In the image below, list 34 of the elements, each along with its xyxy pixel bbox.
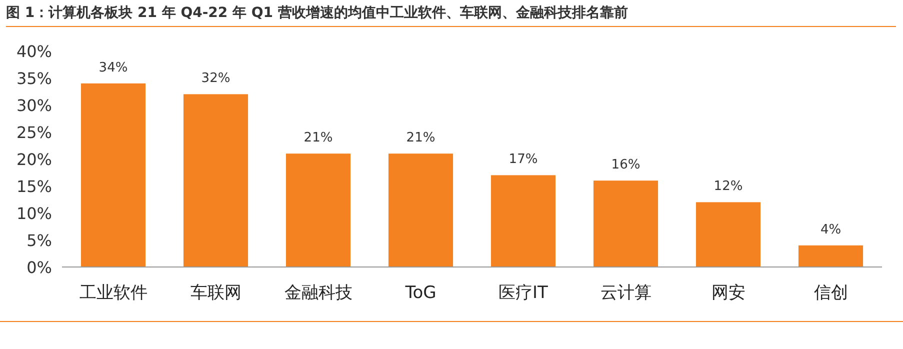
data-label: 21%	[304, 130, 333, 146]
x-tick-label: 云计算	[600, 283, 652, 303]
y-tick-label: 10%	[16, 204, 52, 223]
data-label: 34%	[98, 60, 128, 76]
bar	[798, 245, 864, 267]
bar	[80, 83, 146, 267]
chart-title: 图 1：计算机各板块 21 年 Q4-22 年 Q1 营收增速的均值中工业软件、车联网、金融科技排名靠前	[6, 4, 896, 27]
data-label: 17%	[508, 152, 538, 168]
bar	[593, 180, 658, 267]
bar	[388, 154, 454, 267]
y-tick-label: 40%	[16, 42, 52, 61]
bar	[490, 175, 556, 267]
y-tick-label: 0%	[26, 258, 52, 277]
bar	[183, 94, 248, 267]
y-tick-label: 25%	[16, 123, 52, 142]
bar	[286, 154, 351, 267]
x-tick-label: 车联网	[190, 283, 242, 303]
y-tick-label: 5%	[26, 231, 52, 250]
x-tick-label: 网安	[711, 283, 746, 303]
data-label: 32%	[201, 71, 230, 86]
x-tick-label: 工业软件	[79, 283, 148, 303]
x-tick-label: 信创	[814, 283, 848, 303]
x-tick-label: ToG	[404, 283, 436, 303]
data-label: 12%	[714, 179, 743, 194]
y-tick-label: 20%	[16, 150, 52, 169]
data-label: 16%	[611, 158, 640, 173]
bar	[696, 202, 761, 267]
data-label: 4%	[820, 222, 842, 238]
y-tick-label: 35%	[16, 69, 52, 88]
data-label: 21%	[406, 130, 436, 146]
x-tick-label: 医疗IT	[498, 283, 549, 303]
y-tick-label: 30%	[16, 96, 52, 115]
x-tick-label: 金融科技	[284, 283, 352, 303]
y-tick-label: 15%	[16, 177, 52, 196]
